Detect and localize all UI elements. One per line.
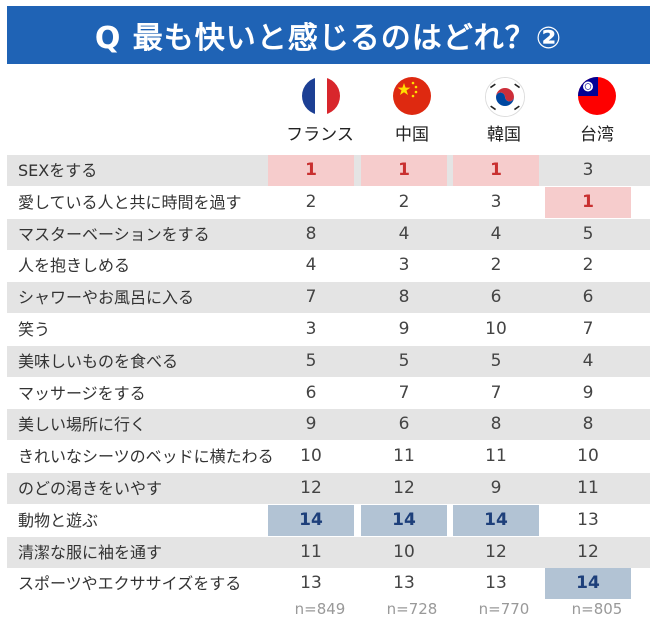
rank-cell: 10: [300, 446, 322, 467]
rank-cell: 10: [393, 541, 415, 562]
rank-cell: 6: [398, 414, 410, 435]
table-row: 清潔な服に袖を通す 11 10 12 12: [7, 536, 650, 568]
rank-cell: 9: [305, 414, 317, 435]
rank-cell: 5: [305, 350, 317, 371]
rank-cell: 2: [398, 191, 410, 212]
rank-cell: 12: [300, 478, 322, 498]
table-row: 動物と遊ぶ 14 14 14 13: [7, 504, 650, 536]
rank-cell: 13: [393, 573, 415, 594]
rank-cell: 14: [361, 504, 447, 536]
rank-cell: 7: [490, 382, 502, 403]
country-header-france: フランス: [286, 125, 354, 145]
rank-cell: 4: [398, 223, 410, 244]
row-label: 笑う: [18, 320, 51, 339]
table-row: 笑う 3 9 10 7: [7, 314, 650, 345]
row-label: きれいなシーツのベッドに横たわる: [18, 447, 274, 467]
rank-cell: 10: [485, 319, 507, 339]
rank-cell: 10: [577, 446, 599, 467]
rank-cell: 12: [485, 541, 507, 562]
sample-size-france: n=849: [294, 600, 346, 618]
china-flag-icon: [393, 77, 431, 115]
rank-cell: 14: [268, 504, 354, 536]
rank-cell: 13: [485, 573, 507, 594]
table-row: マッサージをする 6 7 7 9: [7, 378, 650, 409]
row-label: SEXをする: [18, 161, 98, 180]
rank-cell: 1: [361, 155, 447, 186]
rank-cell: 2: [582, 255, 594, 276]
rank-cell: 13: [300, 573, 322, 594]
rank-cell: 2: [490, 255, 502, 276]
country-header-china: 中国: [395, 125, 429, 145]
table-row: 美味しいものを食べる 5 5 5 4: [7, 345, 650, 377]
row-label: 清潔な服に袖を通す: [18, 542, 163, 562]
rank-cell: 8: [490, 414, 502, 435]
table-row: きれいなシーツのベッドに横たわる 10 11 11 10: [7, 441, 650, 472]
table-row: のどの渇きをいやす 12 12 9 11: [7, 473, 650, 504]
rank-cell: 9: [398, 319, 410, 339]
rank-cell: 6: [490, 287, 502, 308]
country-header-taiwan: 台湾: [580, 125, 614, 145]
rank-cell: 14: [545, 568, 631, 600]
row-label: のどの渇きをいやす: [18, 479, 163, 498]
country-header-korea: 韓国: [487, 125, 521, 145]
sample-size-china: n=728: [386, 600, 438, 618]
table-row: 人を抱きしめる 4 3 2 2: [7, 250, 650, 281]
france-flag-icon: [302, 77, 340, 115]
table-row: 美しい場所に行く 9 6 8 8: [7, 409, 650, 441]
table-row: シャワーやお風呂に入る 7 8 6 6: [7, 282, 650, 314]
rank-cell: 8: [582, 414, 594, 435]
rank-cell: 1: [268, 155, 354, 186]
rank-cell: 11: [485, 446, 507, 467]
row-label: 美しい場所に行く: [18, 415, 147, 435]
row-label: スポーツやエクササイズをする: [18, 574, 242, 594]
table-row: 愛している人と共に時間を過す 2 2 3 1: [7, 186, 650, 218]
row-label: 美味しいものを食べる: [18, 351, 179, 371]
rank-cell: 11: [393, 446, 415, 467]
chart-title: Q 最も快いと感じるのはどれ？②: [7, 6, 650, 64]
row-label: 人を抱きしめる: [18, 256, 131, 276]
rank-cell: 5: [398, 350, 410, 371]
rank-cell: 3: [490, 191, 502, 212]
rank-cell: 6: [305, 382, 317, 403]
rank-cell: 3: [582, 160, 594, 180]
rank-cell: 9: [582, 382, 594, 403]
rank-cell: 5: [582, 223, 594, 244]
sample-size-korea: n=770: [478, 600, 530, 618]
rank-cell: 3: [398, 255, 410, 276]
korea-flag-icon: [485, 77, 525, 117]
rank-cell: 2: [305, 191, 317, 212]
rank-cell: 7: [582, 319, 594, 339]
rank-cell: 7: [305, 287, 317, 308]
rank-cell: 8: [398, 287, 410, 308]
rank-cell: 11: [300, 541, 322, 562]
table-row: スポーツやエクササイズをする 13 13 13 14: [7, 568, 650, 600]
row-label: マスターベーションをする: [18, 224, 210, 244]
rank-cell: 7: [398, 382, 410, 403]
rank-cell: 3: [305, 319, 317, 339]
rank-cell: 14: [453, 504, 539, 536]
table-row: SEXをする 1 1 1 3: [7, 155, 650, 186]
rank-cell: 4: [582, 350, 594, 371]
row-label: 動物と遊ぶ: [18, 510, 99, 530]
rank-cell: 1: [545, 186, 631, 218]
sample-size-taiwan: n=805: [571, 600, 623, 618]
rank-cell: 12: [393, 478, 415, 498]
taiwan-flag-icon: [578, 77, 616, 115]
row-label: 愛している人と共に時間を過す: [18, 192, 242, 212]
row-label: マッサージをする: [18, 383, 146, 403]
rank-cell: 6: [582, 287, 594, 308]
rank-cell: 1: [453, 155, 539, 186]
rank-cell: 13: [577, 509, 599, 530]
rank-cell: 9: [490, 478, 502, 498]
table-row: マスターベーションをする 8 4 4 5: [7, 218, 650, 250]
rank-cell: 5: [490, 350, 502, 371]
rank-cell: 4: [305, 255, 317, 276]
rank-cell: 11: [577, 478, 599, 498]
row-label: シャワーやお風呂に入る: [18, 288, 195, 308]
rank-cell: 12: [577, 541, 599, 562]
rank-cell: 8: [305, 223, 317, 244]
rank-cell: 4: [490, 223, 502, 244]
